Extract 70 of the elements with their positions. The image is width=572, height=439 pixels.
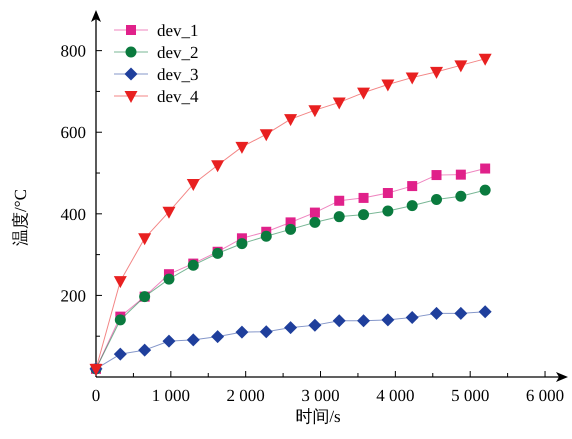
point	[430, 306, 444, 320]
x-tick-label: 5 000	[451, 386, 490, 405]
point	[334, 211, 345, 222]
point	[332, 97, 346, 110]
point	[114, 276, 127, 288]
point	[163, 274, 174, 285]
y-tick-label: 200	[60, 286, 86, 306]
point	[309, 216, 320, 228]
point	[334, 196, 344, 206]
x-tick-label: 0	[92, 386, 100, 405]
point	[235, 326, 248, 339]
point	[382, 205, 394, 216]
x-tick-label: 1 000	[152, 386, 190, 405]
point	[480, 164, 490, 174]
point	[382, 188, 393, 198]
point	[406, 72, 419, 85]
point	[260, 325, 273, 338]
x-tick-label: 4 000	[376, 386, 414, 405]
y-axis-title: 温度/°C	[11, 189, 30, 246]
point	[114, 348, 127, 361]
x-tick-label: 6 000	[526, 386, 564, 405]
point	[455, 190, 466, 202]
x-tick-label: 2 000	[226, 386, 265, 405]
point	[211, 160, 224, 172]
point	[260, 129, 273, 142]
point	[456, 170, 466, 180]
point	[358, 192, 369, 203]
legend-label: dev_1	[157, 21, 199, 40]
x-axis-title: 时间/s	[295, 407, 341, 426]
legend-label: dev_3	[157, 65, 199, 84]
point	[186, 179, 200, 192]
point	[162, 334, 176, 348]
point	[260, 230, 272, 242]
point	[211, 330, 224, 344]
y-tick-label: 400	[60, 204, 86, 224]
point	[406, 310, 419, 324]
y-tick-label: 800	[60, 42, 86, 61]
point	[381, 313, 394, 326]
point	[310, 208, 320, 218]
legend-label: dev_4	[157, 87, 200, 106]
point	[235, 142, 248, 154]
point	[284, 321, 298, 334]
point	[236, 238, 248, 250]
point	[381, 79, 394, 92]
point	[430, 66, 444, 79]
point	[332, 314, 346, 328]
point	[186, 333, 200, 346]
point	[114, 314, 126, 326]
point	[478, 305, 492, 318]
point	[454, 306, 468, 320]
point	[358, 209, 370, 220]
point	[138, 233, 152, 246]
point	[407, 181, 418, 192]
legend-label: dev_2	[157, 43, 199, 62]
point	[162, 206, 176, 219]
x-tick-label: 3 000	[301, 386, 340, 405]
point	[285, 224, 296, 235]
point	[431, 194, 442, 206]
point	[308, 105, 322, 118]
point	[308, 318, 322, 332]
y-tick-label: 600	[60, 123, 86, 142]
point	[357, 314, 370, 328]
point	[138, 344, 152, 357]
point	[454, 60, 468, 72]
point	[478, 54, 492, 66]
point	[406, 200, 418, 212]
point	[284, 114, 298, 126]
point	[432, 170, 442, 180]
point	[480, 184, 491, 196]
point	[357, 88, 370, 100]
